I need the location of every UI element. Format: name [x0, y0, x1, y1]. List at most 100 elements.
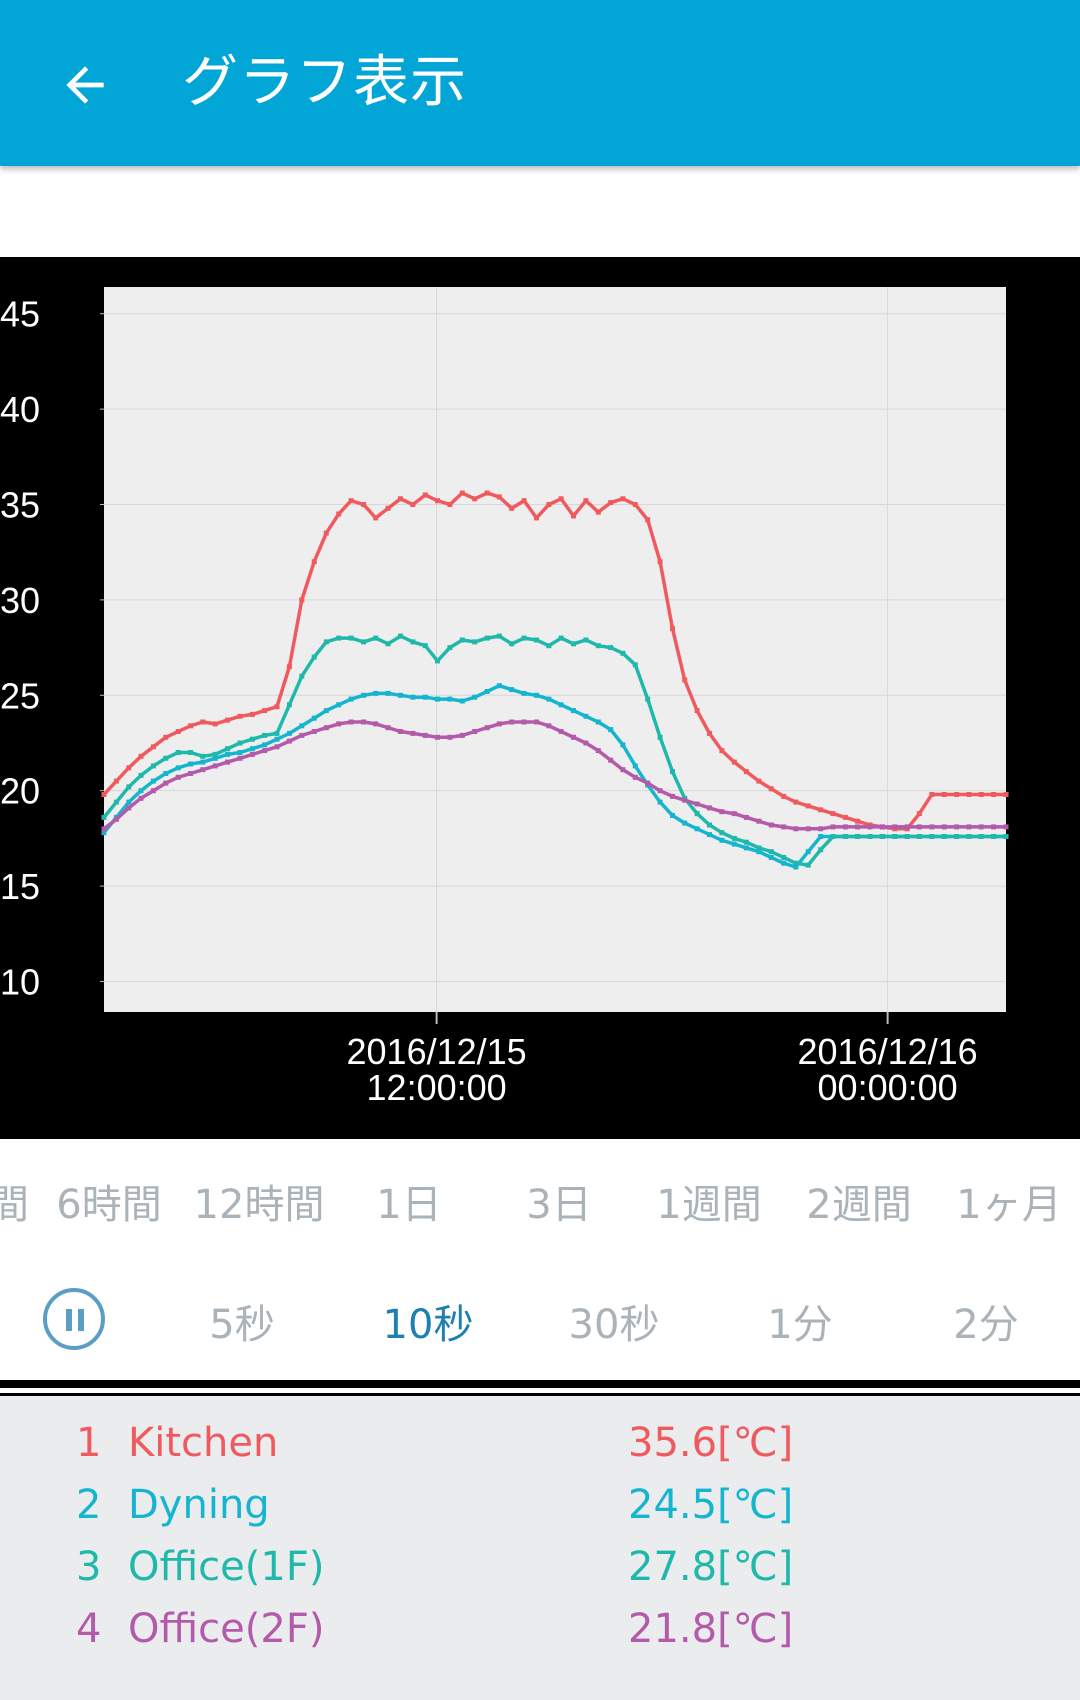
data-point	[274, 736, 280, 742]
range-tab-6h[interactable]: 6時間	[56, 1182, 162, 1228]
range-tab-2w[interactable]: 2週間	[806, 1182, 912, 1228]
data-point	[237, 750, 243, 755]
range-tab-1d[interactable]: 1日	[376, 1182, 442, 1228]
back-button[interactable]	[40, 40, 130, 130]
data-point	[225, 751, 231, 757]
data-point	[879, 834, 885, 839]
data-point	[793, 826, 799, 832]
data-point	[781, 793, 787, 799]
data-point	[175, 729, 181, 734]
data-point	[286, 664, 292, 670]
data-point	[929, 834, 935, 839]
data-point	[645, 696, 651, 702]
data-point	[373, 721, 379, 727]
arrow-left-icon	[66, 66, 104, 104]
data-point	[768, 786, 774, 792]
data-point	[768, 855, 774, 860]
range-tab-1m[interactable]: 1ヶ月	[956, 1182, 1062, 1228]
data-point	[188, 771, 194, 776]
data-point	[249, 751, 255, 757]
data-point	[1003, 824, 1009, 830]
data-point	[385, 690, 391, 696]
data-point	[707, 730, 712, 736]
data-point	[768, 822, 774, 828]
data-point	[126, 784, 132, 790]
data-point	[348, 498, 354, 504]
data-point	[855, 824, 861, 830]
data-point	[583, 637, 589, 643]
data-point	[818, 834, 824, 839]
data-point	[237, 740, 243, 746]
data-point	[558, 635, 564, 641]
range-tab-1w[interactable]: 1週間	[656, 1182, 762, 1228]
data-point	[175, 765, 181, 771]
data-point	[126, 805, 132, 811]
data-point	[262, 742, 268, 748]
range-tab-12h[interactable]: 12時間	[193, 1182, 325, 1228]
data-point	[558, 702, 564, 708]
data-point	[954, 824, 960, 830]
data-point	[274, 704, 280, 710]
legend-number: 1	[76, 1420, 102, 1466]
data-point	[670, 793, 675, 799]
data-point	[435, 658, 440, 664]
data-point	[620, 767, 626, 773]
interval-tab-2m[interactable]: 2分	[953, 1302, 1019, 1348]
data-point	[978, 824, 984, 830]
data-point	[830, 834, 836, 839]
interval-tab-5s[interactable]: 5秒	[209, 1302, 275, 1348]
data-point	[150, 778, 156, 784]
data-point	[521, 719, 527, 725]
range-tab-partial[interactable]: 間	[0, 1182, 29, 1228]
legend-name: Kitchen	[128, 1420, 279, 1466]
data-point	[818, 847, 824, 853]
data-point	[534, 719, 539, 725]
interval-tab-10s[interactable]: 10秒	[382, 1302, 474, 1348]
data-point	[978, 834, 984, 839]
data-point	[719, 830, 725, 836]
data-point	[361, 692, 367, 698]
data-point	[694, 826, 700, 832]
data-point	[954, 834, 960, 839]
data-point	[138, 772, 144, 778]
data-point	[422, 694, 428, 700]
data-point	[150, 744, 156, 750]
data-point	[101, 830, 107, 836]
data-point	[200, 753, 206, 759]
data-point	[657, 734, 663, 740]
interval-tab-1m[interactable]: 1分	[767, 1302, 833, 1348]
data-point	[743, 839, 749, 845]
data-point	[249, 746, 255, 752]
data-point	[311, 559, 317, 565]
data-point	[398, 692, 403, 698]
data-point	[929, 792, 935, 797]
pause-icon[interactable]	[43, 1288, 105, 1350]
data-point	[262, 748, 268, 754]
data-point	[571, 708, 576, 714]
x-tick-label: 2016/12/15	[347, 1031, 527, 1072]
y-tick-label: 20	[0, 771, 40, 812]
data-point	[138, 788, 144, 794]
data-point	[632, 763, 638, 769]
data-point	[583, 713, 589, 719]
data-point	[323, 530, 329, 536]
data-point	[966, 792, 972, 797]
data-point	[299, 673, 305, 679]
temperature-chart: 45 40 35 30 25 20 15 10 2016/12/15 12:00:00 2016/…	[0, 257, 1080, 1139]
data-point	[781, 855, 787, 860]
data-point	[447, 645, 453, 651]
data-point	[101, 792, 107, 797]
data-point	[126, 765, 132, 771]
data-point	[632, 774, 638, 780]
data-point	[299, 732, 305, 738]
interval-tab-30s[interactable]: 30秒	[568, 1302, 660, 1348]
data-point	[978, 792, 984, 797]
data-point	[262, 732, 268, 738]
data-point	[237, 713, 243, 719]
data-point	[459, 698, 465, 704]
data-point	[262, 708, 268, 714]
data-point	[916, 811, 922, 817]
data-point	[484, 689, 490, 694]
range-tab-3d[interactable]: 3日	[526, 1182, 592, 1228]
